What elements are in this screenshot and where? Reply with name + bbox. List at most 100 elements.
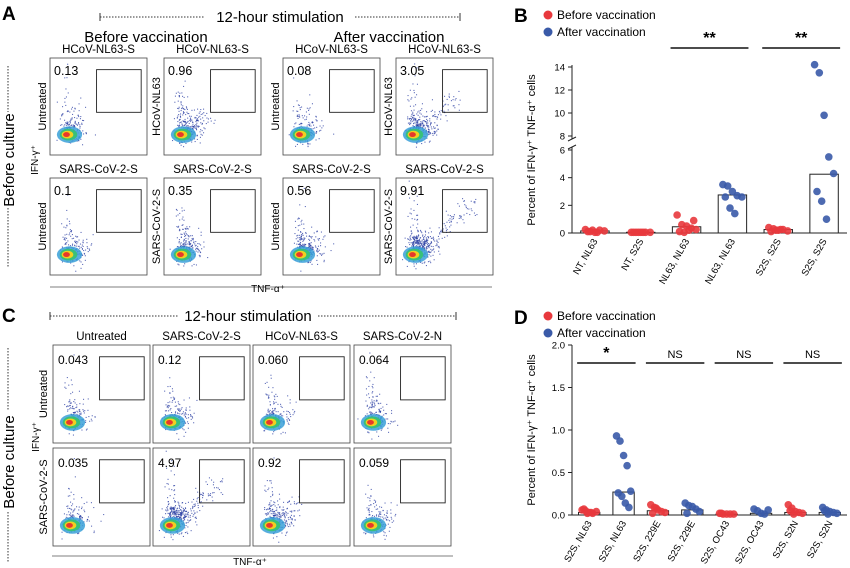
data-point: [717, 509, 726, 518]
dot-plot-c-4: 0.064: [353, 344, 452, 444]
data-point: [593, 228, 602, 237]
gate-percentage: 0.92: [258, 456, 282, 470]
plot-title: HCoV-NL63-S: [176, 44, 249, 56]
gate-percentage: 0.96: [168, 64, 192, 78]
gate-box: [96, 189, 142, 233]
significance-label: **: [703, 30, 716, 47]
data-point: [721, 193, 730, 201]
row-label: Untreated: [270, 82, 282, 130]
row-label: Untreated: [38, 370, 50, 418]
row-label: SARS-CoV-2-S: [151, 189, 163, 264]
y-axis: 0.0 0.5 1.0 1.5 2.0: [552, 341, 573, 522]
gate-box: [442, 189, 488, 233]
gate-percentage: 0.56: [287, 184, 311, 198]
column-title: HCoV-NL63-S: [265, 331, 338, 343]
row-label: SARS-CoV-2-S: [38, 459, 50, 534]
data-point: [692, 225, 700, 234]
data-point: [723, 182, 732, 190]
data-point: [822, 215, 831, 223]
legend: Before vaccination After vaccination: [543, 8, 656, 39]
dot-plot-a-5: SARS-CoV-2-S 0.1 Untreated: [37, 164, 148, 276]
data-point: [673, 211, 681, 219]
y-tick-label: 14: [554, 63, 565, 74]
gate-percentage: 0.035: [58, 456, 88, 470]
y-axis: 0 2 4 6 8 10 12 14: [554, 63, 577, 240]
row-label: SARS-CoV-2-S: [383, 189, 395, 264]
panel-a-stim-label: 12-hour stimulation: [216, 9, 344, 26]
x-tick-label: S2S, S2S: [754, 237, 784, 278]
panel-a-group-after: After vaccination: [334, 29, 445, 46]
data-point: [626, 487, 635, 496]
dot-plot-c-5: 0.035: [52, 447, 151, 547]
panel-c-x-axis: TNF-α⁺: [233, 557, 267, 568]
y-tick-label: 1.5: [552, 383, 565, 394]
y-tick-label: 1.0: [552, 426, 565, 437]
panel-a-group-before: Before vaccination: [84, 29, 207, 46]
legend: Before vaccination After vaccination: [543, 309, 656, 340]
y-tick-label: 2: [560, 201, 565, 212]
panel-c-stim-label: 12-hour stimulation: [184, 308, 312, 325]
panel-c-y-axis: IFN-γ⁺: [31, 422, 42, 452]
y-tick-label: 0.0: [552, 511, 565, 522]
data-point: [600, 227, 609, 235]
dot-plot-c-7: 0.92: [252, 447, 351, 547]
data-point: [820, 111, 828, 120]
y-tick-label: 4: [560, 173, 565, 184]
plot-title: HCoV-NL63-S: [408, 44, 481, 56]
x-tick-label: S2S, OC43: [699, 519, 733, 566]
y-tick-label: 8: [560, 132, 565, 143]
data-point: [731, 209, 739, 218]
dot-plot-c-6: 4.97: [152, 447, 251, 547]
data-point: [639, 228, 647, 237]
dot-plot-a-3: HCoV-NL63-S 0.08 Untreated: [270, 44, 381, 156]
data-point: [587, 508, 595, 517]
gate-box: [442, 69, 488, 113]
data-point: [810, 60, 819, 69]
data-point: [825, 153, 833, 161]
panel-letter-c: C: [2, 306, 16, 327]
panel-a-header: 12-hour stimulation Before vaccination A…: [1, 9, 492, 295]
gate-percentage: 9.91: [400, 184, 424, 198]
x-tick-label: NT, NL63: [571, 237, 600, 277]
data-point: [789, 510, 798, 518]
dot-plot-c-8: 0.059: [353, 447, 452, 547]
gate-percentage: 0.1: [54, 184, 71, 198]
significance-label: **: [795, 30, 808, 47]
x-tick-label: NT, S2S: [619, 237, 646, 273]
significance-label: *: [603, 345, 610, 362]
significance-label: NS: [736, 349, 751, 361]
gate-percentage: 3.05: [400, 64, 424, 78]
row-label: HCoV-NL63: [151, 77, 163, 136]
gate-box: [299, 356, 345, 401]
legend-marker-before: [543, 10, 553, 20]
panel-c-header: 12-hour stimulation Before culture IFN-γ…: [1, 308, 457, 568]
data-point: [726, 204, 734, 212]
gate-box: [329, 69, 375, 113]
dot-plot-a-7: SARS-CoV-2-S 0.56 Untreated: [270, 164, 381, 276]
panel-letter-b: B: [514, 6, 528, 27]
data-point: [623, 461, 631, 470]
data-point: [813, 187, 821, 196]
gate-percentage: 0.08: [287, 64, 311, 78]
legend-label-before: Before vaccination: [557, 309, 656, 323]
y-axis-label: Percent of IFN-γ⁺ TNF-α⁺ cells: [526, 354, 538, 506]
data-point: [833, 509, 841, 518]
x-tick-label: NL63, NL63: [657, 237, 692, 286]
gate-percentage: 0.043: [58, 353, 88, 367]
plot-title: HCoV-NL63-S: [295, 44, 368, 56]
data-point: [619, 451, 628, 460]
legend-label-after: After vaccination: [557, 326, 646, 340]
y-tick-label: 2.0: [552, 341, 565, 352]
column-title: Untreated: [76, 331, 127, 343]
y-tick-label: 6: [560, 146, 565, 157]
gate-box: [210, 69, 256, 113]
legend-marker-after: [543, 328, 553, 338]
legend-marker-after: [543, 27, 553, 37]
gate-percentage: 0.35: [168, 184, 192, 198]
data-point: [824, 510, 832, 518]
panel-c-side-label: Before culture: [1, 415, 18, 508]
data-point: [776, 225, 785, 234]
column-title: SARS-CoV-2-S: [162, 331, 241, 343]
row-label: Untreated: [270, 202, 282, 250]
